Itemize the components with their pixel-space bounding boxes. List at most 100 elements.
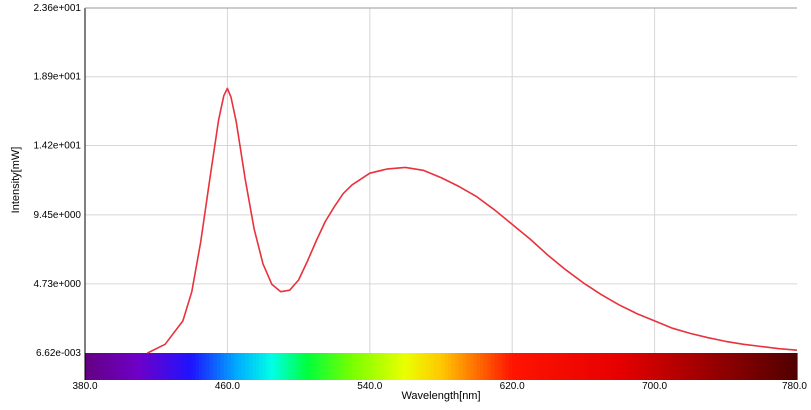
spectrum-segment — [569, 353, 574, 380]
spectrum-segment — [134, 353, 139, 380]
spectrum-segment — [252, 353, 257, 380]
spectrum-segment — [515, 353, 520, 380]
spectrum-segment — [476, 353, 481, 380]
spectrum-segment — [465, 353, 471, 380]
spectrum-segment — [736, 353, 741, 380]
spectrum-segment — [92, 353, 97, 380]
spectrum-segment — [131, 353, 136, 380]
y-tick-label: 9.45e+000 — [33, 210, 81, 221]
spectrum-segment — [519, 353, 524, 380]
spectrum-segment — [327, 353, 332, 380]
spectrum-segment — [458, 353, 463, 380]
spectrum-segment — [793, 353, 798, 380]
spectrum-segment — [786, 353, 791, 380]
spectrum-segment — [184, 353, 189, 380]
spectrum-segment — [640, 353, 645, 380]
spectrum-segment — [312, 353, 317, 380]
spectrum-segment — [562, 353, 567, 380]
spectrum-segment — [462, 353, 467, 380]
spectrum-segment — [672, 353, 677, 380]
spectrum-segment — [255, 353, 261, 380]
spectrum-segment — [355, 353, 360, 380]
spectrum-segment — [387, 353, 392, 380]
spectrum-segment — [230, 353, 236, 380]
spectrum-segment — [423, 353, 428, 380]
spectrum-segment — [743, 353, 748, 380]
spectrum-segment — [202, 353, 207, 380]
spectrum-segment — [348, 353, 353, 380]
spectrum-segment — [579, 353, 584, 380]
spectrum-segment — [206, 353, 211, 380]
spectrum-segment — [661, 353, 666, 380]
spectrum-segment — [508, 353, 513, 380]
spectrum-segment — [120, 353, 125, 380]
grid-layer — [85, 8, 797, 353]
spectrum-segment — [757, 353, 762, 380]
spectrum-segment — [102, 353, 107, 380]
spectrum-segment — [626, 353, 631, 380]
spectrum-segment — [198, 353, 204, 380]
spectrum-segment — [384, 353, 389, 380]
spectrum-segment — [141, 353, 147, 380]
spectrum-segment — [636, 353, 641, 380]
spectrum-segment — [629, 353, 634, 380]
spectrum-segment — [473, 353, 478, 380]
spectrum-segment — [615, 353, 620, 380]
spectrum-segment — [725, 353, 730, 380]
spectrum-segment — [238, 353, 243, 380]
spectrum-segment — [775, 353, 780, 380]
spectrum-segment — [448, 353, 453, 380]
spectrum-segment — [284, 353, 289, 380]
spectrum-segment — [408, 353, 414, 380]
spectrum-segment — [729, 353, 734, 380]
spectrum-bar — [85, 353, 798, 380]
spectrum-segment — [266, 353, 271, 380]
spectrum-segment — [380, 353, 385, 380]
spectrum-segment — [412, 353, 417, 380]
spectrum-segment — [451, 353, 456, 380]
spectrum-segment — [668, 353, 673, 380]
spectrum-segment — [633, 353, 638, 380]
spectrum-segment — [295, 353, 300, 380]
spectrum-segment — [437, 353, 442, 380]
spectrum-segment — [711, 353, 716, 380]
spectrum-segment — [391, 353, 396, 380]
spectrum-segment — [522, 353, 528, 380]
spectrum-segment — [530, 353, 535, 380]
spectrum-segment — [149, 353, 154, 380]
spectrum-segment — [455, 353, 460, 380]
spectrum-segment — [715, 353, 720, 380]
spectrum-segment — [245, 353, 250, 380]
spectrum-segment — [654, 353, 659, 380]
spectrum-segment — [177, 353, 182, 380]
spectrum-segment — [369, 353, 374, 380]
spectrum-segment — [341, 353, 346, 380]
spectrum-segment — [469, 353, 474, 380]
spectrum-segment — [109, 353, 115, 380]
y-tick-label: 1.42e+001 — [33, 140, 81, 151]
spectrum-segment — [643, 353, 649, 380]
spectrum-segment — [426, 353, 431, 380]
x-tick-label: 780.0 — [782, 381, 807, 392]
spectrum-segment — [487, 353, 492, 380]
spectrum-segment — [501, 353, 506, 380]
spectrum-segment — [216, 353, 221, 380]
y-tick-labels: 6.62e-003 4.73e+000 9.45e+000 1.42e+001 1.89… — [33, 3, 81, 359]
spectrum-segment — [700, 353, 706, 380]
spectrum-segment — [772, 353, 777, 380]
spectrum-segment — [209, 353, 214, 380]
spectrum-segment — [316, 353, 321, 380]
spectrum-segment — [782, 353, 787, 380]
spectrum-segment — [740, 353, 745, 380]
spectrum-segment — [117, 353, 122, 380]
spectrum-segment — [174, 353, 179, 380]
spectrum-segment — [106, 353, 111, 380]
spectrum-segment — [594, 353, 599, 380]
spectrum-segment — [298, 353, 303, 380]
spectrum-segment — [430, 353, 435, 380]
spectrum-segment — [195, 353, 200, 380]
spectrum-segment — [145, 353, 150, 380]
spectrum-segment — [533, 353, 538, 380]
spectrum-segment — [444, 353, 449, 380]
